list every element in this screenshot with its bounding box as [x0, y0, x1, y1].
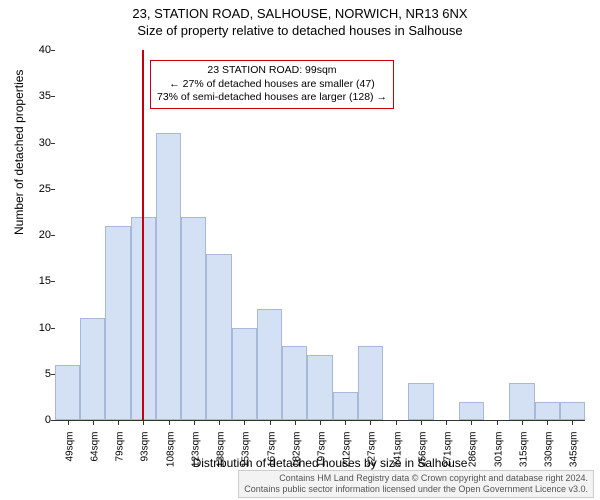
histogram-bar: [55, 365, 80, 421]
xtick-mark: [143, 421, 144, 425]
annotation-line1: 23 STATION ROAD: 99sqm: [157, 64, 387, 78]
histogram-bar: [80, 318, 105, 420]
footer-line2: Contains public sector information licen…: [244, 484, 588, 495]
xtick-mark: [244, 421, 245, 425]
ytick-mark: [51, 374, 55, 375]
xtick-mark: [118, 421, 119, 425]
xtick-mark: [446, 421, 447, 425]
attribution-footer: Contains HM Land Registry data © Crown c…: [238, 470, 594, 498]
histogram-bar: [358, 346, 383, 420]
xtick-mark: [497, 421, 498, 425]
annotation-line2: ← 27% of detached houses are smaller (47…: [157, 78, 387, 92]
title-line2: Size of property relative to detached ho…: [0, 23, 600, 40]
xtick-mark: [295, 421, 296, 425]
xtick-mark: [370, 421, 371, 425]
reference-line: [142, 50, 144, 420]
histogram-bar: [333, 392, 358, 420]
histogram-bar: [535, 402, 560, 421]
histogram-bar: [509, 383, 534, 420]
xtick-mark: [93, 421, 94, 425]
xtick-mark: [572, 421, 573, 425]
y-axis-label: Number of detached properties: [12, 70, 26, 235]
histogram-bar: [206, 254, 231, 421]
histogram-bar: [307, 355, 332, 420]
histogram-bar: [459, 402, 484, 421]
x-axis-label: Distribution of detached houses by size …: [30, 456, 600, 470]
xtick-mark: [396, 421, 397, 425]
histogram-bar: [105, 226, 130, 420]
ytick-label: 0: [11, 414, 51, 426]
ytick-mark: [51, 281, 55, 282]
chart-title-block: 23, STATION ROAD, SALHOUSE, NORWICH, NR1…: [0, 0, 600, 40]
ytick-mark: [51, 235, 55, 236]
histogram-bar: [232, 328, 257, 421]
xtick-mark: [68, 421, 69, 425]
xtick-mark: [270, 421, 271, 425]
x-axis-label-text: Distribution of detached houses by size …: [193, 456, 468, 470]
chart-area: 051015202530354049sqm64sqm79sqm93sqm108s…: [55, 50, 585, 420]
ytick-label: 5: [11, 368, 51, 380]
xtick-mark: [194, 421, 195, 425]
histogram-bar: [282, 346, 307, 420]
ytick-mark: [51, 143, 55, 144]
ytick-mark: [51, 50, 55, 51]
ytick-mark: [51, 189, 55, 190]
ytick-label: 10: [11, 322, 51, 334]
histogram-bar: [408, 383, 433, 420]
xtick-mark: [320, 421, 321, 425]
xtick-mark: [345, 421, 346, 425]
annotation-box: 23 STATION ROAD: 99sqm ← 27% of detached…: [150, 60, 394, 109]
ytick-mark: [51, 96, 55, 97]
ytick-label: 40: [11, 44, 51, 56]
xtick-mark: [219, 421, 220, 425]
xtick-mark: [547, 421, 548, 425]
histogram-bar: [156, 133, 181, 420]
ytick-label: 15: [11, 275, 51, 287]
xtick-mark: [471, 421, 472, 425]
xtick-mark: [421, 421, 422, 425]
histogram-bar: [181, 217, 206, 421]
annotation-line3: 73% of semi-detached houses are larger (…: [157, 91, 387, 105]
ytick-mark: [51, 328, 55, 329]
title-line1: 23, STATION ROAD, SALHOUSE, NORWICH, NR1…: [0, 6, 600, 23]
footer-line1: Contains HM Land Registry data © Crown c…: [244, 473, 588, 484]
histogram-bar: [560, 402, 585, 421]
histogram-bar: [257, 309, 282, 420]
xtick-mark: [169, 421, 170, 425]
xtick-mark: [522, 421, 523, 425]
ytick-mark: [51, 420, 55, 421]
